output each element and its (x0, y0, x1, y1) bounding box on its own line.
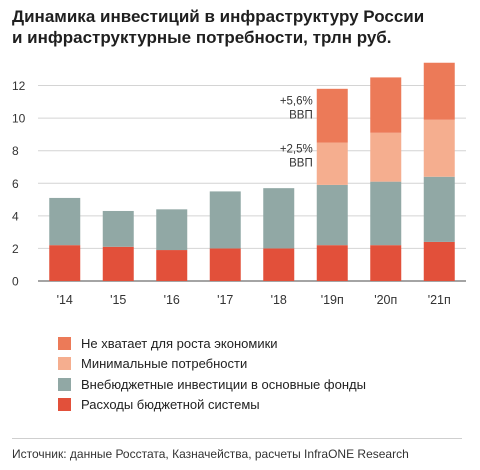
legend-swatch (58, 357, 71, 371)
x-tick-label: '15 (110, 293, 126, 307)
annotation-gdp-label: ВВП (289, 110, 313, 122)
bar-segment-minimal (316, 142, 348, 185)
bar-segment-budget (423, 241, 455, 281)
bar-segment-extrabudget (263, 188, 295, 249)
bar-segment-budget (156, 250, 188, 281)
bar-segment-budget (316, 245, 348, 281)
x-tick-label: '20п (374, 293, 397, 307)
legend-label: Внебюджетные инвестиции в основные фонды (81, 376, 366, 392)
legend-swatch (58, 398, 71, 412)
bar-segment-extrabudget (209, 191, 241, 249)
x-tick-label: '16 (164, 293, 180, 307)
y-tick-label: 10 (12, 112, 26, 126)
legend-label: Не хватает для роста экономики (81, 335, 278, 351)
source-divider (12, 438, 462, 439)
legend-item: Внебюджетные инвестиции в основные фонды (58, 374, 366, 395)
bar-segment-extrabudget (316, 184, 348, 246)
x-tick-label: '21п (428, 293, 451, 307)
legend-label: Минимальные потребности (81, 356, 248, 372)
chart-title-line-2: и инфраструктурные потребности, трлн руб… (12, 28, 392, 47)
bar-segment-budget (102, 246, 134, 281)
y-tick-label: 4 (12, 209, 19, 223)
y-tick-label: 12 (12, 79, 26, 93)
legend-item: Не хватает для роста экономики (58, 333, 366, 354)
legend-label: Расходы бюджетной системы (81, 397, 260, 413)
bar-segment-extrabudget (49, 197, 81, 246)
bar-segment-budget (370, 245, 402, 281)
bar-segment-shortfall (370, 77, 402, 133)
legend-item: Расходы бюджетной системы (58, 395, 366, 416)
legend-item: Минимальные потребности (58, 354, 366, 375)
bar-segment-shortfall (423, 62, 455, 120)
bar-segment-extrabudget (102, 210, 134, 247)
x-tick-label: '18 (271, 293, 287, 307)
bar-segment-extrabudget (370, 181, 402, 246)
annotation-gdp-share: +5,6% (280, 96, 313, 108)
legend-swatch (58, 377, 71, 391)
x-tick-label: '17 (217, 293, 233, 307)
y-tick-label: 8 (12, 144, 19, 158)
chart-legend: Не хватает для роста экономики Минимальны… (58, 333, 366, 415)
annotation-gdp-share: +2,5% (280, 144, 313, 156)
bar-segment-extrabudget (423, 176, 455, 242)
bar-segment-budget (263, 248, 295, 281)
bar-segment-extrabudget (156, 209, 188, 251)
x-tick-label: '19п (321, 293, 344, 307)
stacked-bar-chart: 0 2 4 6 8 10 12 '14 '15 '16 '17 '18 '19п '20п '21п +5,6… (12, 62, 466, 307)
y-tick-label: 6 (12, 177, 19, 191)
y-tick-label: 0 (12, 275, 19, 289)
x-tick-label: '14 (57, 293, 73, 307)
chart-title-line-1: Динамика инвестиций в инфраструктуру Рос… (12, 7, 425, 26)
legend-swatch (58, 336, 71, 350)
bar-segment-budget (209, 248, 241, 281)
source-note: Источник: данные Росстата, Казначейства,… (12, 447, 409, 461)
bar-segment-minimal (370, 132, 402, 182)
chart-title: Динамика инвестиций в инфраструктуру Рос… (12, 6, 472, 48)
bar-segment-shortfall (316, 88, 348, 143)
annotation-gdp-label: ВВП (289, 158, 313, 170)
bar-segment-budget (49, 245, 81, 281)
bar-segment-minimal (423, 119, 455, 177)
y-tick-label: 2 (12, 242, 19, 256)
